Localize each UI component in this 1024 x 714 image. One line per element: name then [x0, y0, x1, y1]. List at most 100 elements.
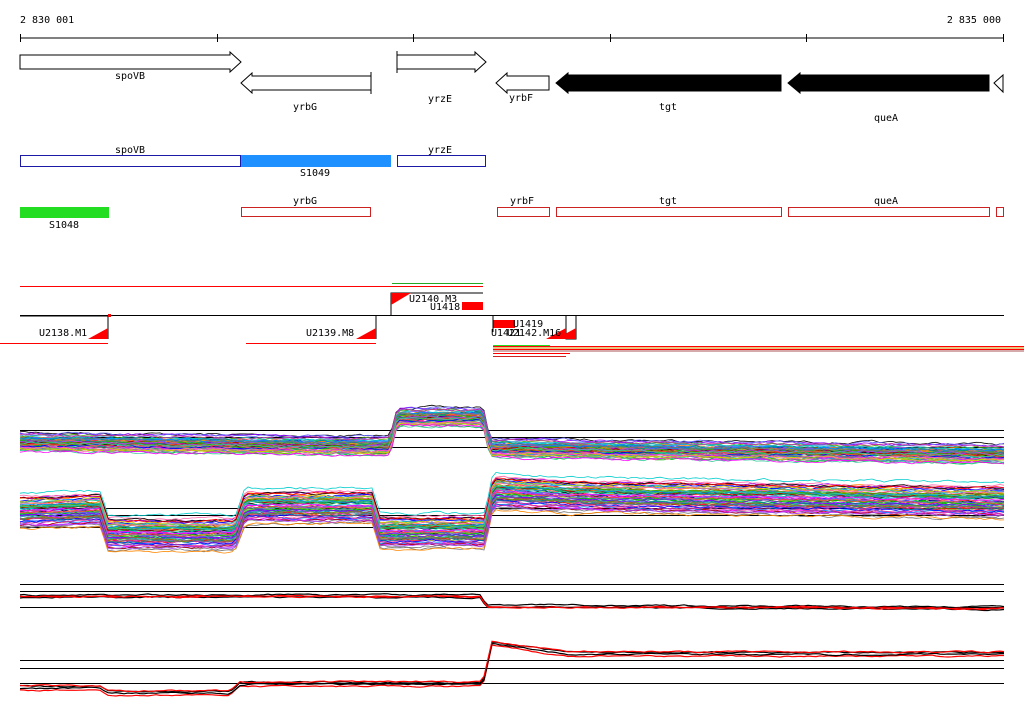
gene-arrow — [787, 71, 990, 95]
expression-profile-line — [19, 489, 1005, 535]
expression-profile-line — [19, 418, 1004, 458]
expression-profile-line — [19, 503, 1004, 549]
gene-label: queA — [874, 113, 898, 124]
tu-end-marker — [356, 328, 376, 339]
segment-yrbG[interactable] — [241, 207, 371, 217]
gene-label: yrbF — [509, 93, 533, 104]
tu-U2142-M16[interactable]: U2142.M16 — [507, 316, 577, 340]
gene-partial-next[interactable] — [993, 73, 1004, 94]
expression-profile-line — [19, 501, 1005, 548]
tu-label: U2139.M8 — [306, 328, 354, 339]
expression-profile-line — [19, 480, 1005, 527]
transcription-unit-track: U2138.M1 U2139.M8 U2140.M3 U1418 U1419 U… — [0, 283, 1024, 357]
expression-profile-line — [19, 499, 1005, 546]
tu-U2138-M1[interactable]: U2138.M1 — [0, 314, 111, 344]
expression-profile-line — [19, 415, 1005, 456]
gene-label: tgt — [659, 102, 677, 113]
gene-label: spoVB — [115, 71, 145, 82]
tu-label: U1418 — [430, 302, 460, 313]
segment-partial[interactable] — [996, 207, 1004, 217]
expression-profile-line — [19, 491, 1005, 538]
segment-yrzE[interactable] — [397, 155, 486, 167]
expression-profile-line — [19, 495, 1005, 540]
expression-profile-line — [19, 640, 1005, 693]
segment-track-lower: S1048 yrbG yrbF tgt queA — [20, 196, 1004, 231]
gene-label: yrbG — [293, 102, 317, 113]
expression-profile-line — [19, 497, 1005, 543]
expression-profile-line — [19, 485, 1005, 530]
tu-U1421[interactable]: U1421 — [491, 328, 521, 339]
segment-label: yrbG — [293, 196, 317, 207]
expression-profile-line — [19, 595, 1004, 611]
expression-profile-line — [19, 471, 1005, 517]
gene-arrow — [555, 71, 782, 95]
expression-profile-line — [19, 417, 1005, 458]
expression-panel-strand-plus — [19, 404, 1005, 465]
expression-summary-plus — [19, 584, 1005, 612]
expression-profile-line — [20, 413, 1005, 456]
gene-tgt[interactable]: tgt — [555, 71, 782, 113]
expression-profile-line — [19, 408, 1005, 450]
expression-profile-line — [19, 644, 1005, 697]
tu-U2140-M3[interactable]: U2140.M3 — [390, 292, 483, 316]
gene-arrow — [495, 71, 550, 95]
expression-profile-line — [19, 492, 1005, 537]
expression-profile-line — [19, 642, 1004, 695]
tu-label: U1419 — [513, 319, 543, 330]
coordinate-ruler: 2 830 001 2 835 000 — [20, 15, 1004, 42]
expression-panel-strand-minus — [19, 471, 1005, 554]
segment-queA[interactable] — [788, 207, 990, 217]
expression-profile-line — [19, 408, 1005, 448]
gene-spoVB[interactable]: spoVB — [19, 50, 242, 82]
gene-arrow — [19, 50, 242, 74]
tu-label: U2142.M16 — [507, 328, 561, 339]
expression-profile-line — [20, 509, 1005, 554]
tu-label: U2140.M3 — [409, 294, 457, 305]
gene-arrow — [240, 71, 372, 95]
segment-tgt[interactable] — [556, 207, 782, 217]
tu-end-marker — [556, 328, 576, 339]
segment-track-upper: spoVB S1049 yrzE — [20, 145, 486, 179]
segment-S1049[interactable] — [241, 155, 391, 167]
segment-label: S1049 — [300, 168, 330, 179]
expression-profile-line — [19, 421, 1005, 462]
segment-S1048[interactable] — [20, 207, 109, 218]
gene-arrow — [993, 73, 1004, 94]
gene-yrbG[interactable]: yrbG — [240, 71, 372, 113]
segment-label: yrzE — [428, 145, 452, 156]
segment-spoVB[interactable] — [20, 155, 241, 167]
tu-U1418[interactable]: U1418 — [430, 302, 483, 313]
expression-profile-line — [19, 593, 1005, 609]
expression-profile-line — [19, 417, 1004, 458]
tu-bundle-lines — [493, 345, 1024, 357]
gene-yrzE[interactable]: yrzE — [396, 50, 487, 105]
tu-U2139-M8[interactable]: U2139.M8 — [246, 316, 377, 344]
gene-label: yrzE — [428, 94, 452, 105]
expression-profile-line — [19, 478, 1005, 523]
expression-profile-line — [19, 641, 1005, 693]
expression-summary-minus — [19, 640, 1005, 697]
expression-profile-line — [19, 412, 1005, 454]
gene-yrbF[interactable]: yrbF — [495, 71, 550, 104]
expression-profile-line — [19, 421, 1005, 461]
segment-yrbF[interactable] — [497, 207, 550, 217]
expression-profile-line — [19, 481, 1005, 527]
ruler-start-label: 2 830 001 — [20, 15, 74, 26]
segment-label: spoVB — [115, 145, 145, 156]
gene-queA[interactable]: queA — [787, 71, 990, 124]
ruler-ticks — [20, 34, 1004, 42]
segment-label: yrbF — [510, 196, 534, 207]
tu-label: U1421 — [491, 328, 521, 339]
tu-start-marker — [391, 293, 411, 305]
gene-arrow — [396, 50, 487, 74]
expression-profile-line — [19, 507, 1005, 553]
tu-block — [493, 320, 515, 328]
tu-end-marker — [88, 328, 108, 339]
tu-U1419[interactable]: U1419 — [492, 316, 543, 332]
expression-profile-line — [19, 477, 1005, 523]
tu-block — [462, 302, 483, 310]
segment-label: tgt — [659, 196, 677, 207]
ruler-end-label: 2 835 000 — [947, 15, 1001, 26]
segment-label: S1048 — [49, 220, 79, 231]
